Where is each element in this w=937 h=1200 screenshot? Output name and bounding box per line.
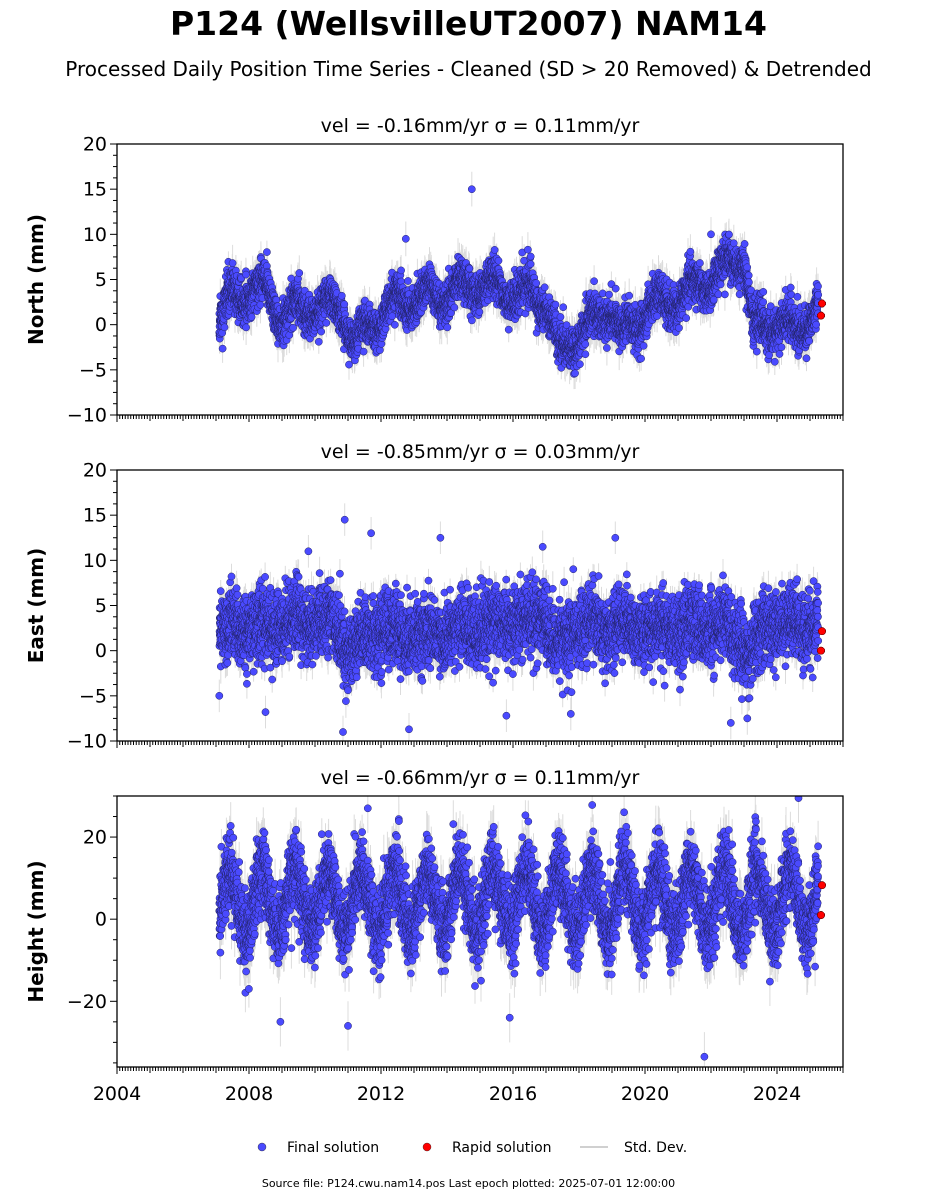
north-final-points: [215, 185, 823, 378]
final-point: [242, 270, 250, 279]
final-point: [576, 360, 584, 369]
final-point: [475, 308, 484, 316]
final-point: [397, 266, 405, 275]
final-point: [696, 259, 704, 267]
chart-title: P124 (WellsvilleUT2007) NAM14: [170, 4, 767, 43]
final-point: [540, 283, 549, 292]
final-point: [242, 323, 250, 332]
final-point: [526, 260, 535, 268]
final-point: [526, 252, 535, 261]
final-point: [289, 323, 297, 332]
final-point: [388, 312, 397, 321]
final-point: [468, 316, 476, 325]
final-point: [714, 290, 723, 299]
final-point: [490, 246, 499, 254]
final-point: [220, 323, 229, 332]
final-point: [247, 313, 256, 321]
final-point: [571, 369, 579, 378]
final-point: [524, 245, 532, 254]
final-point: [228, 259, 237, 267]
final-point: [556, 313, 565, 321]
final-point: [721, 290, 729, 299]
final-point: [263, 248, 271, 256]
final-point: [598, 289, 607, 298]
final-point: [256, 300, 265, 309]
final-point: [465, 264, 474, 273]
final-point: [725, 230, 733, 239]
final-point: [682, 314, 691, 322]
north-plot-area: [215, 171, 826, 390]
final-point: [295, 269, 304, 277]
final-point: [581, 340, 590, 348]
final-point: [675, 324, 683, 332]
final-point: [317, 327, 326, 336]
final-point: [639, 341, 648, 350]
final-point: [551, 300, 560, 309]
final-point: [532, 279, 541, 287]
final-point: [322, 319, 331, 327]
final-point: [716, 280, 725, 289]
chart-subtitle: Processed Daily Position Time Series - C…: [65, 57, 872, 81]
final-point: [590, 277, 598, 286]
final-point: [637, 354, 645, 363]
final-point: [625, 291, 634, 300]
final-point: [581, 350, 590, 359]
final-point: [450, 303, 459, 312]
final-point: [404, 277, 412, 285]
final-point: [359, 347, 368, 356]
final-point: [611, 284, 620, 293]
final-point: [686, 247, 695, 256]
final-point: [218, 344, 227, 353]
final-point: [504, 325, 513, 334]
final-point: [337, 291, 346, 300]
final-point: [559, 303, 568, 312]
final-point: [605, 290, 613, 299]
final-point: [340, 300, 349, 309]
final-point: [494, 256, 503, 265]
final-point: [376, 346, 384, 354]
final-point: [443, 323, 452, 332]
final-point: [390, 320, 399, 329]
final-point: [603, 344, 611, 352]
final-point: [314, 337, 323, 346]
